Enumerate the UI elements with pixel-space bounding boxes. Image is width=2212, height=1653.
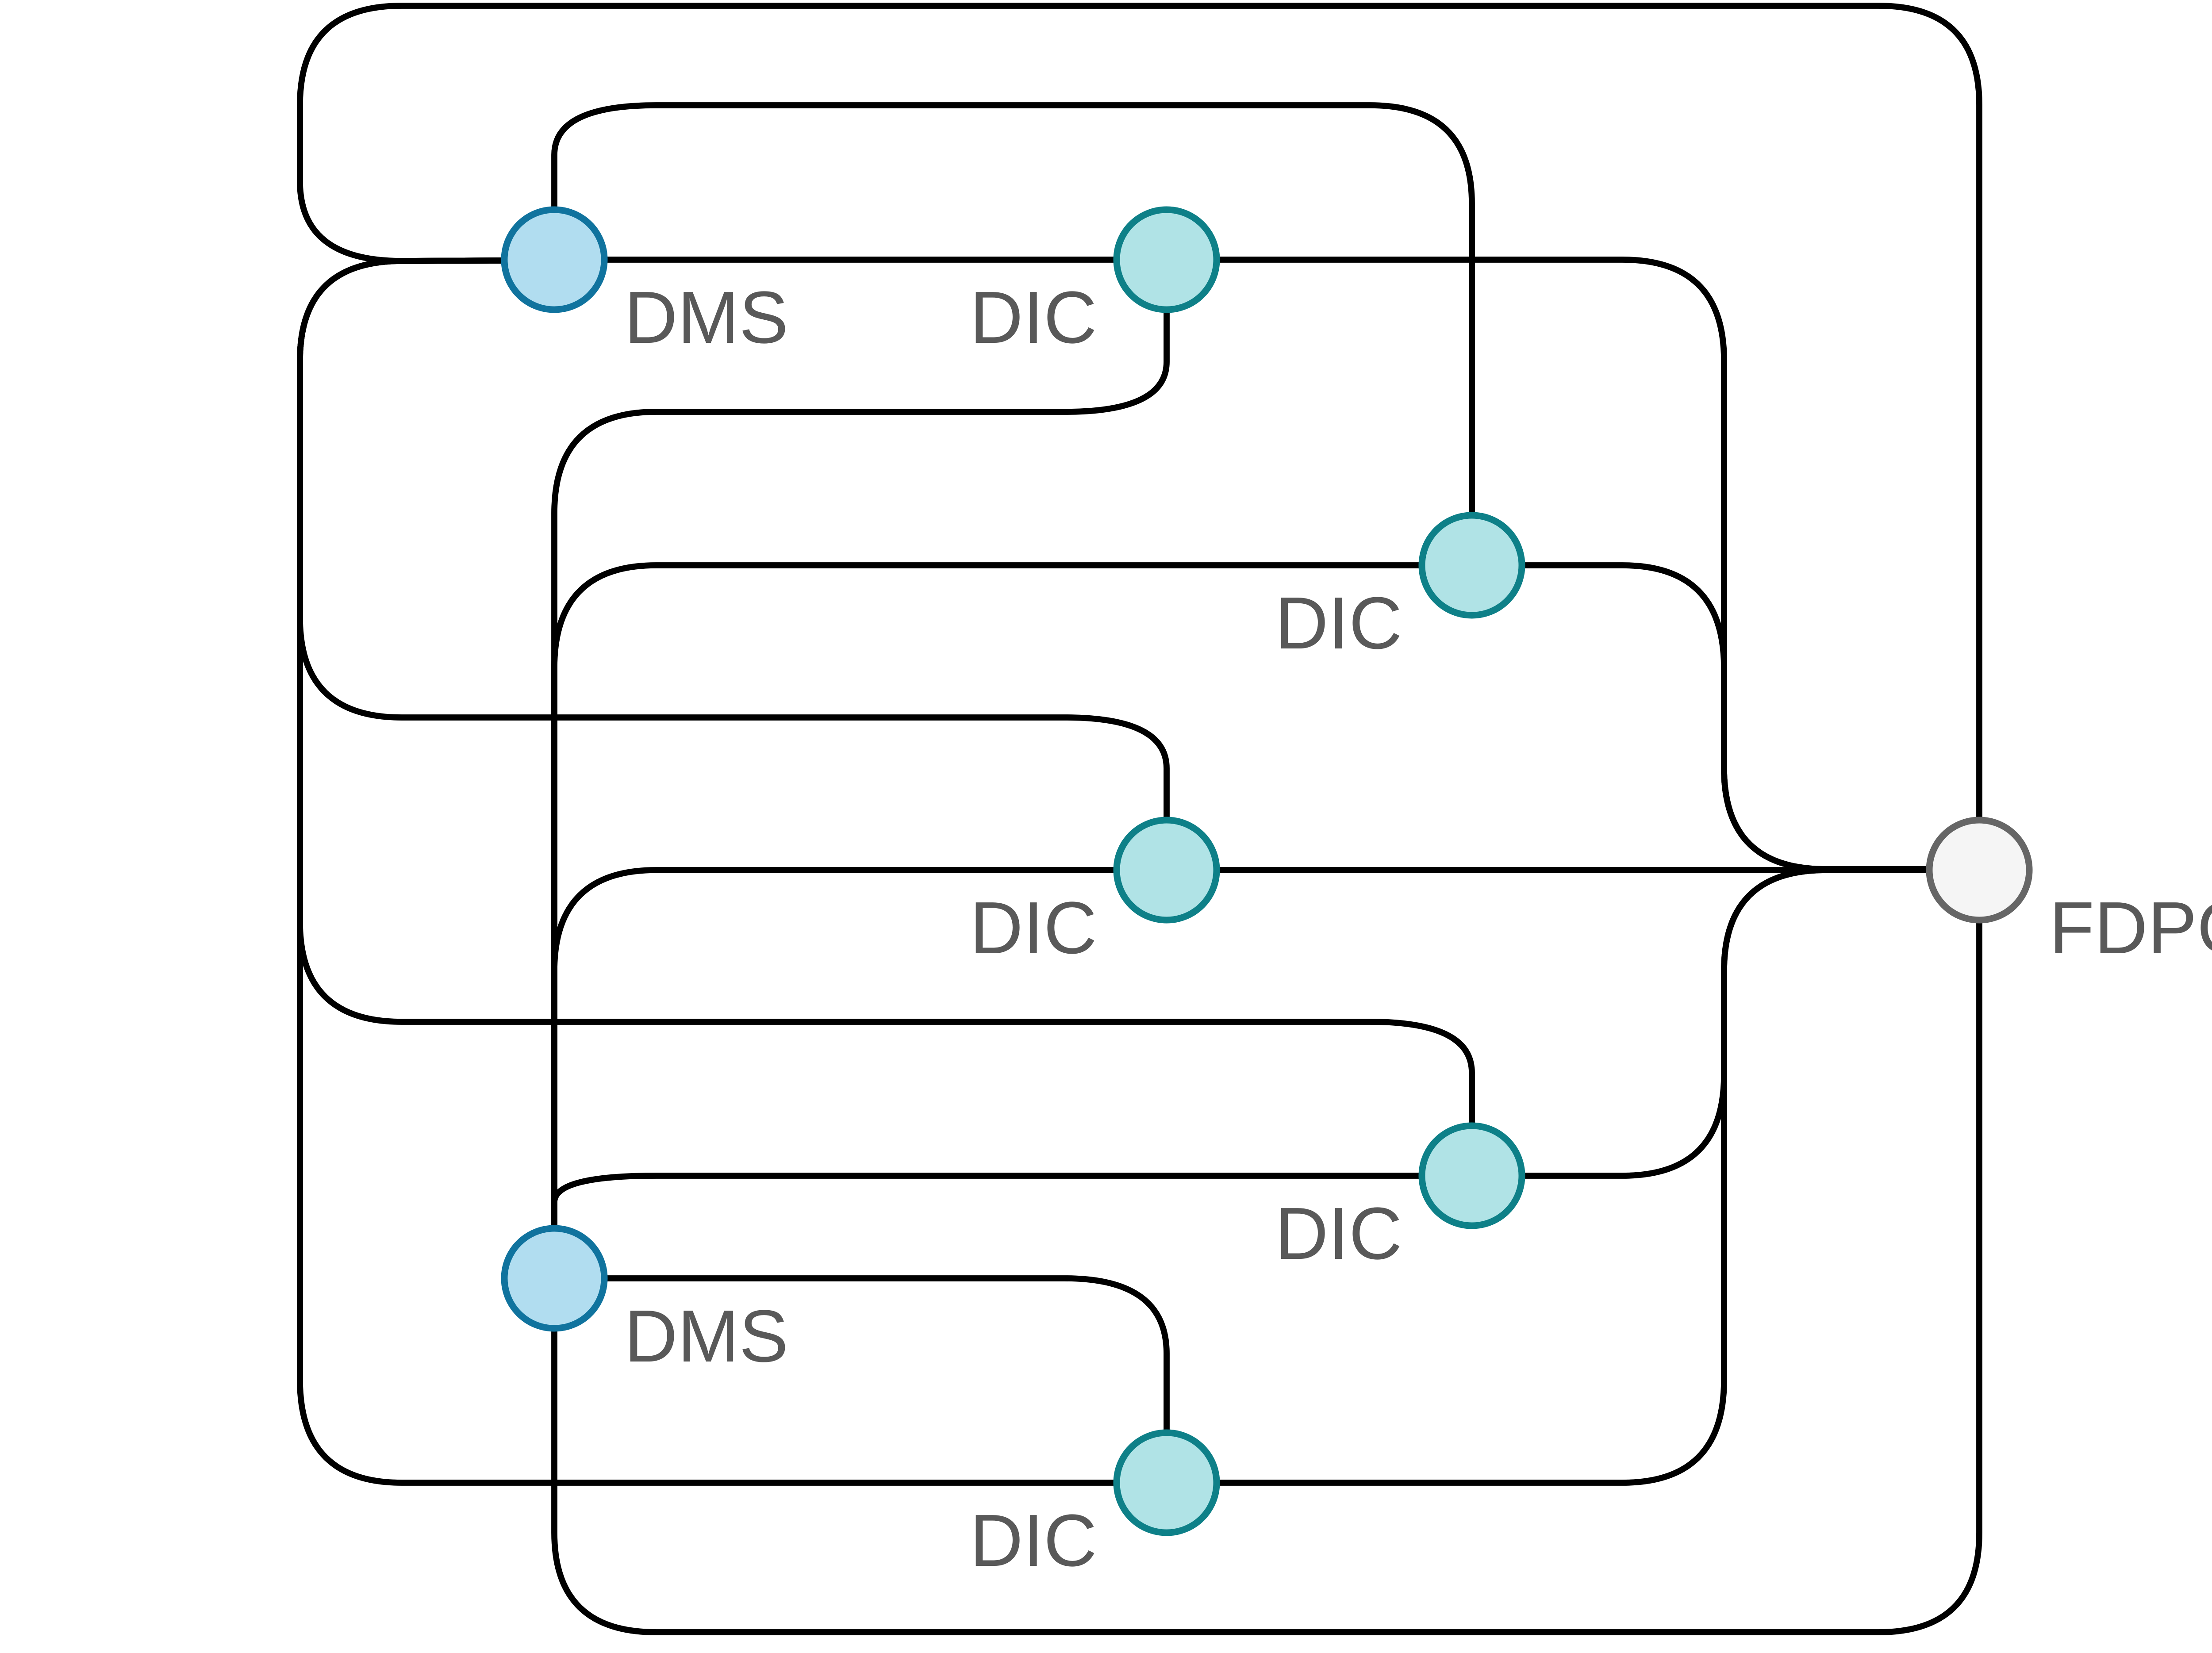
edge-dms1-dic5	[297, 257, 1117, 1486]
edge-dms1-dic4	[297, 257, 1475, 1126]
node-label-dic2: DIC	[1275, 582, 1402, 664]
edge-dic2-fdpg	[1522, 562, 1929, 872]
edge-dms2-fdpg	[551, 920, 1982, 1635]
edge-dms2-dic5	[604, 1275, 1170, 1433]
node-label-dic5: DIC	[970, 1500, 1097, 1582]
dms-node-circle	[501, 206, 608, 313]
node-label-dms2: DMS	[624, 1295, 788, 1377]
dic-node-circle	[1418, 512, 1525, 619]
edge-dic1-dms2	[551, 310, 1170, 1228]
edge-dic4-dms2	[551, 1173, 1422, 1228]
node-label-fdpg: FDPG	[2049, 887, 2212, 969]
dic-node-circle	[1113, 1429, 1220, 1536]
dic-node-circle	[1418, 1122, 1525, 1229]
edge-dms1-fdpg	[297, 3, 1982, 820]
edge-dic3-dms2	[551, 867, 1117, 1228]
node-dic2: DIC	[1275, 512, 1525, 664]
node-dic3: DIC	[970, 817, 1220, 969]
node-dms2: DMS	[501, 1225, 788, 1377]
node-label-dic3: DIC	[970, 887, 1097, 969]
node-fdpg: FDPG	[1926, 817, 2212, 969]
edge-dic5-fdpg	[1217, 867, 1929, 1486]
edge-dms1-dic2	[551, 102, 1475, 515]
node-label-dic4: DIC	[1275, 1193, 1402, 1275]
dic-node-circle	[1113, 817, 1220, 924]
fdpg-node-circle	[1926, 817, 2033, 924]
node-label-dms1: DMS	[624, 276, 788, 359]
node-dic5: DIC	[970, 1429, 1220, 1582]
edge-dic2-dms2	[551, 562, 1422, 1228]
node-label-dic1: DIC	[970, 276, 1097, 359]
node-dic4: DIC	[1275, 1122, 1525, 1275]
dms-node-circle	[501, 1225, 608, 1332]
nodes: DMS DIC DIC DIC DIC DMS DIC FDPG	[501, 206, 2212, 1582]
node-dms1: DMS	[501, 206, 788, 359]
edges	[297, 3, 1982, 1635]
dic-node-circle	[1113, 206, 1220, 313]
node-dic1: DIC	[970, 206, 1220, 359]
